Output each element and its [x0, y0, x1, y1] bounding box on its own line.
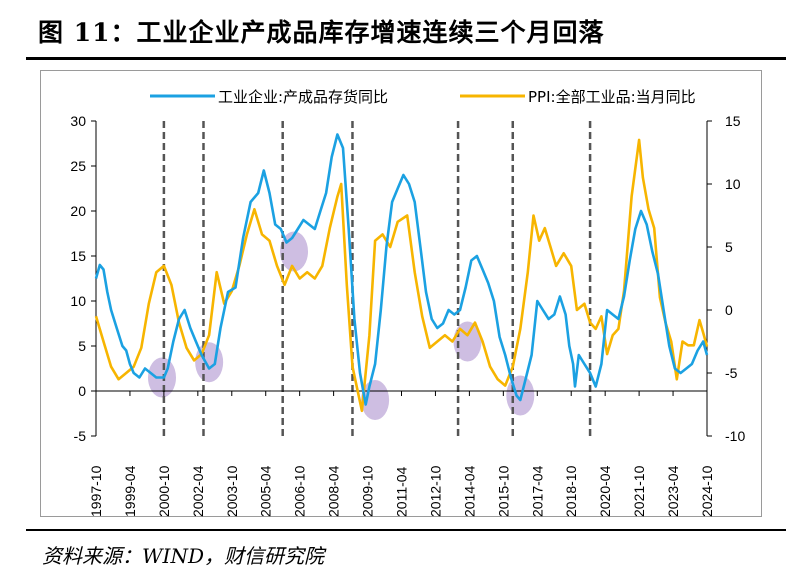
- x-tick-label-18: 2024-10: [699, 465, 715, 517]
- x-tick-label-11: 2014-04: [461, 465, 477, 517]
- y-left-tick-label-1: 25: [70, 158, 86, 174]
- x-tick-label-5: 2005-04: [258, 465, 274, 517]
- legend: 工业企业:产成品存货同比 PPI:全部工业品:当月同比: [150, 88, 696, 106]
- y-right-tick-label-5: -10: [725, 428, 745, 444]
- highlight-group: [148, 231, 535, 420]
- x-tick-label-17: 2023-04: [665, 465, 681, 517]
- y-left-tick-label-6: 0: [78, 383, 86, 399]
- highlight-ellipse-4: [453, 321, 482, 362]
- series-line-ppi: [94, 138, 709, 413]
- x-tick-label-16: 2021-10: [631, 465, 647, 517]
- x-tick-label-3: 2002-04: [190, 465, 206, 517]
- source-rule: [26, 529, 786, 531]
- axes: 30 25 20 15 10 5 0 -5 15 10 5 0 -5 -10 1997-10 1999-04 2…: [70, 113, 745, 517]
- x-tick-label-0: 1997-10: [88, 465, 104, 517]
- x-tick-label-15: 2020-04: [597, 465, 613, 517]
- chart-frame: [40, 70, 762, 517]
- y-right-tick-label-3: 0: [725, 302, 733, 318]
- series-line-inventory: [94, 133, 709, 406]
- y-left-tick-label-2: 20: [70, 203, 86, 219]
- y-left-tick-label-0: 30: [70, 113, 86, 129]
- x-tick-label-9: 2011-04: [394, 466, 410, 517]
- x-tick-label-10: 2012-10: [427, 465, 443, 517]
- y-right-tick-label-4: -5: [725, 365, 738, 381]
- x-tick-label-1: 1999-04: [122, 465, 138, 517]
- x-tick-label-14: 2018-10: [563, 465, 579, 517]
- y-left-tick-label-4: 10: [70, 293, 86, 309]
- y-left-tick-label-7: -5: [74, 428, 87, 444]
- x-tick-label-12: 2015-10: [495, 465, 511, 517]
- x-tick-label-8: 2009-10: [360, 465, 376, 517]
- x-tick-label-13: 2017-04: [529, 465, 545, 517]
- y-right-tick-label-1: 10: [725, 176, 741, 192]
- y-left-tick-label-3: 15: [70, 248, 86, 264]
- series-group: [94, 133, 709, 413]
- x-tick-label-4: 2003-10: [224, 465, 240, 517]
- legend-label-inventory: 工业企业:产成品存货同比: [218, 88, 388, 106]
- y-right-tick-label-2: 5: [725, 239, 733, 255]
- y-right-tick-label-0: 15: [725, 113, 741, 129]
- source-note: 资料来源：WIND，财信研究院: [42, 544, 324, 568]
- x-tick-label-2: 2000-10: [156, 465, 172, 517]
- figure-title: 图 11：工业企业产成品库存增速连续三个月回落: [38, 18, 605, 47]
- x-tick-label-7: 2008-04: [326, 465, 342, 517]
- x-tick-label-6: 2006-10: [292, 465, 308, 517]
- title-rule: [26, 57, 786, 60]
- y-left-tick-label-5: 5: [78, 338, 86, 354]
- legend-label-ppi: PPI:全部工业品:当月同比: [528, 88, 696, 106]
